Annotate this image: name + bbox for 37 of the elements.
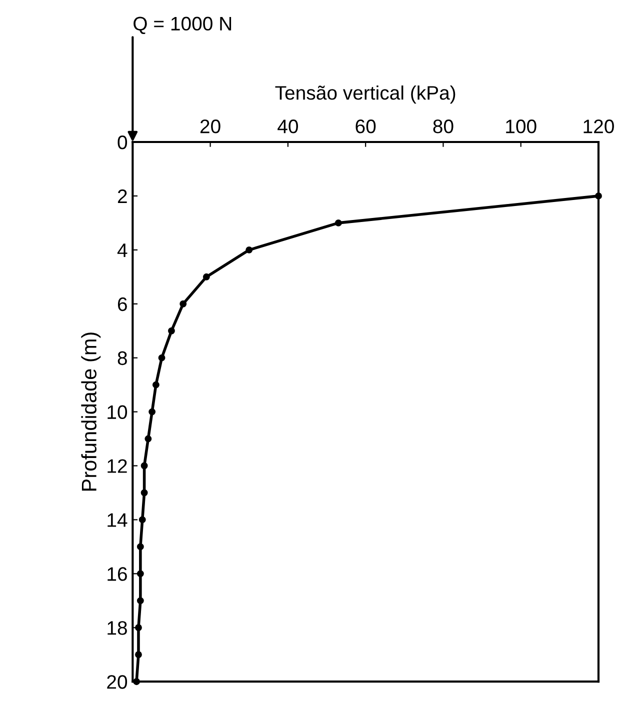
point [136,597,144,604]
point [136,543,144,550]
y-axis-title: Profundidade (m) [81,332,101,491]
x-tick-label: 120 [584,120,614,134]
point [144,435,152,442]
point [135,624,142,632]
y-tick-label: 0 [118,135,128,150]
x-tick-label: 20 [200,120,220,134]
point [140,462,148,470]
x-tick-label: 80 [433,120,454,134]
y-tick-label: 12 [108,459,127,473]
point [136,570,144,578]
point [334,219,342,226]
x-axis-title: Tensão vertical (kPa) [275,85,456,104]
point [148,408,156,416]
point [202,273,210,280]
y-tick-label: 16 [108,567,127,581]
x-tick-label: 100 [506,120,536,134]
text: Q = 1000 N [134,16,232,34]
point [138,516,146,524]
x-tick-label: 60 [356,120,376,134]
point [135,651,142,658]
point [140,489,148,496]
point [158,354,166,362]
y-tick-label: 20 [107,675,128,689]
y-tick-label: 10 [108,405,128,420]
point [152,381,160,388]
point [168,327,175,334]
y-tick-label: 4 [117,244,128,257]
point [180,300,187,308]
y-tick-label: 6 [118,297,127,312]
x-tick-label: 40 [278,120,298,134]
point [246,246,253,254]
y-tick-label: 14 [108,513,128,527]
y-tick-label: 8 [118,351,127,366]
y-tick-label: 18 [108,621,127,635]
y-tick-label: 2 [118,189,127,204]
